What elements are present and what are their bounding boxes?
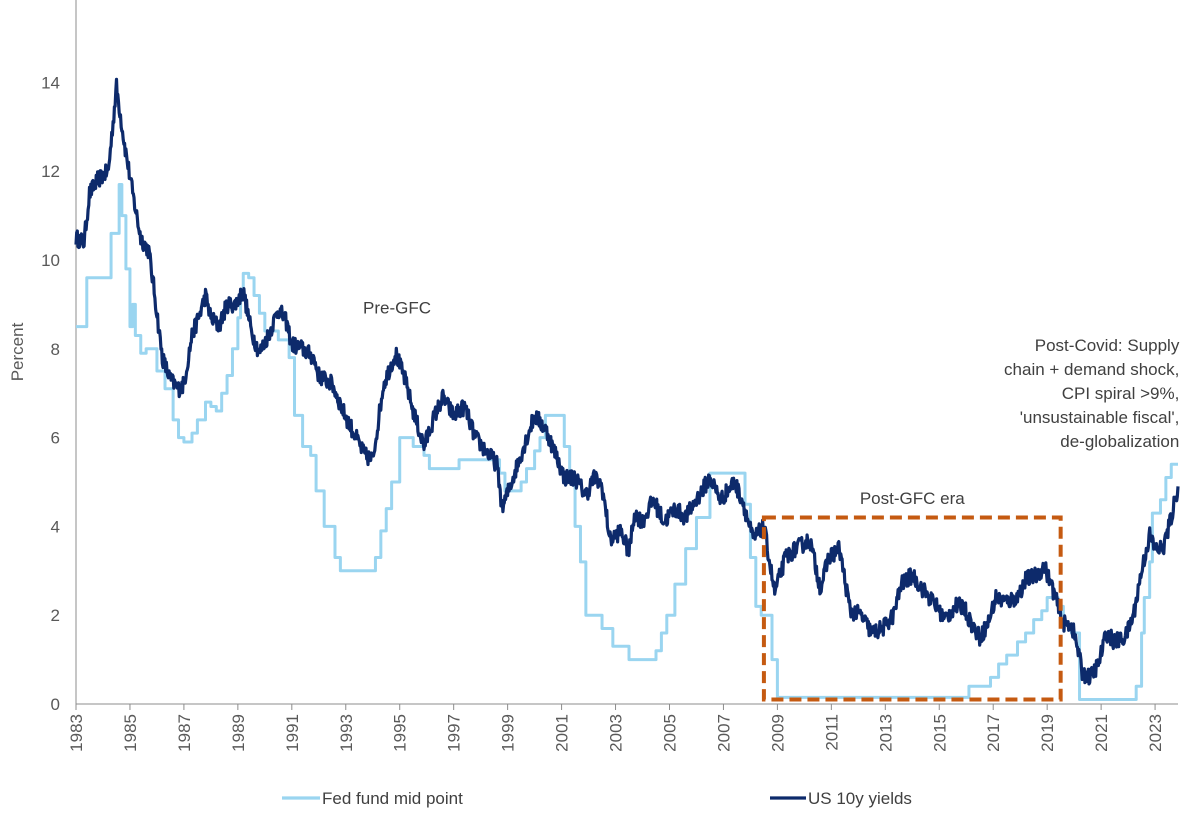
legend: Fed fund mid point US 10y yields [282,789,912,808]
x-tick-label: 1997 [445,714,464,752]
annotation-post-covid: chain + demand shock, [1004,360,1179,379]
x-tick-label: 2007 [714,714,733,752]
annotation-post-covid: Post-Covid: Supply [1035,336,1180,355]
x-tick-label: 2005 [660,714,679,752]
x-tick-label: 2021 [1092,714,1111,752]
y-tick-label: 10 [41,251,60,270]
y-tick-label: 6 [51,429,60,448]
x-tick-label: 2001 [553,714,572,752]
annotations: Pre-GFC Post-GFC era Post-Covid: Supply cha… [363,298,1180,508]
x-tick-label: 1983 [67,714,86,752]
x-tick-label: 2015 [930,714,949,752]
x-tick-label: 2011 [822,714,841,751]
x-tick-label: 1989 [229,714,248,752]
series-layer [74,77,1180,702]
annotation-post-covid: CPI spiral >9%, [1062,384,1180,403]
legend-label: Fed fund mid point [322,789,463,808]
series-line-fed-fund [76,183,1178,702]
annotation-post-gfc: Post-GFC era [860,489,965,508]
x-tick-label: 2013 [876,714,895,752]
y-tick-label: 8 [51,340,60,359]
y-axis-title: Percent [8,322,27,381]
x-tick-label: 2023 [1146,714,1165,752]
x-tick-label: 2019 [1038,714,1057,752]
x-tick-label: 1995 [391,714,410,752]
x-tick-label: 1985 [121,714,140,752]
x-tick-label: 1987 [175,714,194,752]
y-tick-label: 2 [51,606,60,625]
series-line-us-10y [74,77,1180,686]
annotation-post-covid: 'unsustainable fiscal', [1020,408,1180,427]
x-tick-label: 1999 [499,714,518,752]
y-tick-label: 4 [51,517,60,536]
x-tick-label: 2003 [607,714,626,752]
annotation-post-covid: de-globalization [1060,432,1179,451]
y-tick-label: 12 [41,162,60,181]
annotation-pre-gfc: Pre-GFC [363,298,431,317]
x-tick-label: 1991 [283,714,302,752]
x-tick-label: 2009 [768,714,787,752]
x-tick-labels: 1983 1985 1987 1989 1991 1993 1995 1997 1999 2001… [67,704,1165,752]
legend-label: US 10y yields [808,789,912,808]
x-tick-label: 1993 [337,714,356,752]
y-tick-label: 0 [51,695,60,714]
y-tick-label: 14 [41,73,60,92]
x-tick-label: 2017 [984,714,1003,752]
y-tick-labels: 0 2 4 6 8 10 12 14 [41,73,60,714]
axes [75,0,1178,705]
post-gfc-highlight-box [761,515,1063,702]
